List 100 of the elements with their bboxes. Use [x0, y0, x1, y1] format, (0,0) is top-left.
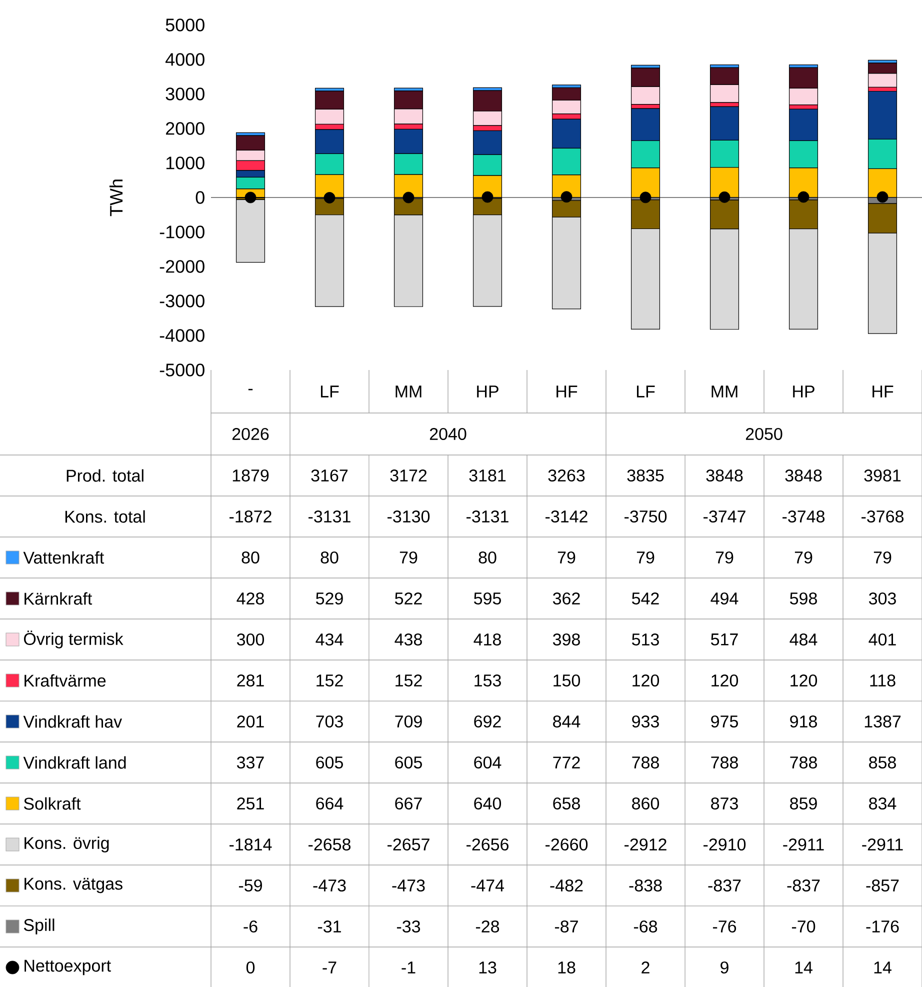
data-label: 834: [869, 797, 896, 810]
text: 3835: [627, 469, 664, 482]
data-label: 79: [400, 551, 418, 564]
data-label: -2911: [862, 838, 903, 851]
data-label: 428: [236, 592, 264, 605]
text: -3750: [624, 510, 667, 523]
text: 3848: [785, 469, 822, 482]
data-label: 933: [632, 715, 659, 728]
data-label: -2911: [783, 838, 824, 851]
text: 3981: [864, 469, 901, 482]
data-label: -2656: [466, 838, 508, 851]
legend-label: Kons. vätgas: [24, 878, 122, 894]
data-label: 860: [632, 797, 660, 810]
y-tick-label: 0: [196, 191, 204, 204]
y-tick-label: 4000: [166, 53, 204, 66]
data-label: 281: [237, 674, 264, 687]
data-label: 859: [790, 797, 817, 810]
data-label: 772: [553, 756, 580, 768]
text: -3747: [704, 510, 746, 523]
x-tick-label: HP: [793, 386, 814, 398]
data-label: -2660: [546, 838, 588, 851]
data-label: 873: [711, 797, 738, 810]
y-tick-label: 1000: [166, 156, 204, 170]
data-label: 513: [632, 633, 659, 646]
text: -3131: [308, 510, 350, 523]
x-tick-label: HF: [556, 386, 578, 398]
legend-label: Vindkraft hav: [23, 715, 122, 728]
text: -3130: [388, 510, 430, 523]
y-axis-title: TWh: [109, 180, 123, 216]
text: 3167: [311, 469, 348, 482]
data-label: 79: [716, 551, 734, 564]
data-label: 150: [554, 674, 580, 687]
legend-label: Kraftvärme: [24, 674, 106, 687]
data-label: 79: [558, 551, 576, 564]
x-tick-label: MM: [712, 386, 738, 398]
data-label: 0: [246, 961, 255, 974]
legend-label: Övrig termisk: [24, 630, 124, 648]
data-label: 605: [395, 756, 422, 769]
data-label: -857: [866, 879, 899, 892]
legend-label: Vindkraft land: [23, 756, 126, 769]
data-label: 494: [710, 592, 738, 605]
data-label: -1814: [230, 838, 272, 851]
data-label: 434: [316, 633, 344, 646]
data-label: 401: [868, 633, 896, 646]
data-label: 80: [242, 551, 260, 564]
y-tick-label: -3000: [160, 294, 204, 308]
data-label: 2: [642, 962, 650, 974]
text: -3748: [782, 510, 825, 523]
data-label: 80: [478, 551, 496, 564]
data-label: 152: [316, 674, 343, 687]
data-label: 438: [394, 633, 422, 646]
data-label: 337: [236, 756, 264, 769]
data-label: 788: [790, 756, 817, 769]
data-label: -6: [244, 920, 258, 933]
data-label: 120: [632, 674, 660, 687]
data-label: 13: [479, 961, 496, 974]
data-label: 604: [474, 756, 502, 769]
data-label: 517: [711, 634, 738, 646]
data-label: 542: [632, 592, 659, 605]
data-label: -2910: [704, 838, 746, 851]
x-tick-label: LF: [636, 386, 655, 398]
data-label: -473: [392, 879, 425, 892]
data-label: 605: [316, 756, 343, 769]
data-label: 788: [632, 756, 659, 769]
text: -3131: [466, 510, 508, 523]
data-label: -474: [471, 880, 504, 892]
data-label: -473: [313, 879, 346, 892]
data-label: 14: [795, 962, 812, 974]
data-label: 398: [552, 633, 580, 646]
legend-label: Solkraft: [24, 797, 81, 810]
data-label: -33: [396, 920, 420, 933]
y-tick-label: 5000: [166, 18, 204, 32]
legend-label: Kärnkraft: [24, 592, 92, 605]
data-label: 362: [552, 592, 580, 605]
x-tick-label: LF: [320, 386, 339, 398]
data-label: 658: [553, 797, 580, 810]
data-label: 300: [236, 633, 264, 646]
text: 3263: [548, 469, 585, 482]
x-tick-label: HF: [872, 386, 894, 398]
data-label: -28: [476, 920, 500, 933]
text: -3142: [546, 510, 588, 523]
text: -1872: [230, 510, 272, 523]
data-label: -68: [634, 920, 658, 933]
x-tick-label: -: [248, 388, 253, 390]
data-label: 598: [790, 592, 817, 605]
data-label: -59: [238, 879, 262, 892]
y-tick-label: 3000: [166, 88, 204, 100]
data-label: 79: [794, 551, 812, 564]
legend-label: Nettoexport: [24, 960, 111, 976]
data-label: -31: [318, 920, 341, 933]
data-label: -482: [550, 879, 583, 892]
text: Prod. total: [66, 469, 144, 482]
data-label: 975: [711, 715, 738, 728]
data-label: 9: [720, 961, 728, 974]
data-label: 529: [316, 592, 343, 605]
data-label: 118: [870, 674, 896, 687]
y-tick-label: -2000: [160, 260, 204, 273]
data-label: -2658: [308, 838, 350, 851]
text: 3848: [706, 469, 743, 482]
data-label: 595: [474, 592, 501, 605]
